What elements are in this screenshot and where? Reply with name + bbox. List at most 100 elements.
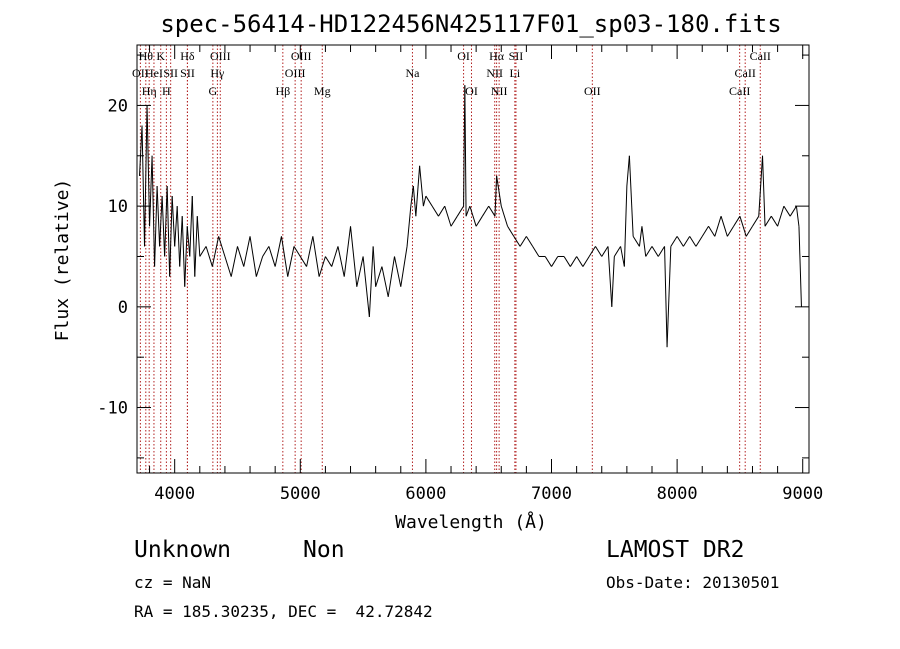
series-0-segment-106 [645,246,653,257]
series-0-segment-76 [488,205,496,217]
line-marker-label-26: CaII [735,66,756,80]
series-0-segment-6 [154,185,158,267]
series-0-segment-34 [262,246,270,257]
line-marker-label-24: OII [584,84,601,98]
series-0-segment-22 [194,216,198,277]
series-0-segment-124 [752,215,760,227]
series-0-segment-20 [189,196,193,257]
series-0-segment-119 [720,216,728,237]
line-marker-label-3: HeI [145,66,163,80]
series-0-segment-30 [237,246,245,267]
series-0-segment-130 [783,205,791,217]
series-0-segment-102 [628,155,634,237]
line-markers [139,45,761,473]
series-0-segment-100 [623,185,628,267]
line-marker-label-25: CaII [729,84,750,98]
series-0-segment-95 [601,246,609,257]
series-0-segment-9 [161,196,166,257]
line-marker-label-16: Na [405,66,420,80]
x-axis: 4000 5000 6000 7000 8000 9000 [149,45,823,504]
line-marker-label-1: Hθ [139,49,154,63]
series-0-segment-113 [682,236,691,247]
series-0-segment-65 [431,205,439,217]
line-marker-label-6: SII [163,66,178,80]
series-0-segment-112 [676,236,684,247]
series-0-segment-23 [196,216,201,257]
series-0-segment-31 [243,236,251,267]
series-0-segment-19 [186,226,191,257]
y-tick-label-3: 20 [108,96,128,116]
series-0-segment-68 [450,215,458,227]
series-0-segment-51 [368,246,374,317]
series-0-segment-74 [475,215,483,227]
series-0-segment-61 [415,165,421,217]
series-0-segment-73 [469,205,477,227]
series-0-segment-54 [381,266,389,297]
x-tick-label-0: 4000 [154,484,195,504]
series-0-segment-15 [176,206,181,267]
series-0-segment-18 [184,226,188,287]
series-0-segment-63 [422,195,427,207]
series-0-segment-93 [588,246,596,257]
spectrum-series [139,85,802,348]
line-marker-label-8: SII [180,66,195,80]
series-0-segment-105 [641,226,647,257]
series-0-segment-94 [595,246,603,257]
line-marker-label-18: OI [465,84,478,98]
series-0-segment-37 [280,236,289,277]
series-0-segment-48 [350,226,358,287]
series-0-segment-0 [139,125,143,176]
line-marker-label-13: OIII [285,66,306,80]
series-0-segment-115 [695,236,703,247]
x-tick-label-4: 8000 [657,484,698,504]
line-marker-label-9: G [209,84,218,98]
series-0-segment-14 [174,206,178,247]
series-0-segment-35 [268,246,276,267]
x-tick-label-2: 6000 [405,484,446,504]
line-marker-label-15: Mg [314,84,331,98]
series-0-segment-77 [494,175,498,217]
series-0-segment-1 [141,125,146,247]
line-marker-label-21: NII [491,84,508,98]
line-marker-label-23: SII [509,49,524,63]
series-0-segment-43 [318,256,326,277]
series-0-segment-122 [739,216,747,237]
x-axis-label: Wavelength (Å) [395,511,547,533]
series-0-segment-2 [144,105,148,247]
series-0-segment-118 [714,216,722,237]
series-0-segment-56 [394,256,402,287]
series-0-segment-69 [456,205,465,217]
series-0-segment-78 [496,175,502,207]
series-0-segment-25 [205,246,213,267]
survey-label: LAMOST DR2 [606,537,745,563]
series-0-segment-72 [465,205,471,217]
series-0-segment-26 [211,236,220,267]
series-0-segment-121 [733,215,741,227]
series-0-segment-24 [199,246,207,257]
series-0-segment-36 [274,236,282,267]
series-0-segment-49 [356,256,364,287]
line-marker-label-10: Hγ [210,66,225,80]
series-0-segment-28 [224,256,232,277]
line-marker-label-7: Hδ [180,49,195,63]
series-0-segment-86 [544,256,552,267]
line-marker-label-0: OII [132,66,149,80]
series-0-segment-101 [626,155,630,187]
series-0-segment-110 [666,246,672,348]
y-axis: -10 0 10 20 [97,54,809,459]
series-0-segment-91 [576,256,584,267]
series-0-segment-99 [620,246,625,267]
series-0-segment-52 [372,246,377,287]
series-0-segment-13 [171,196,176,247]
series-0-segment-57 [400,246,408,287]
series-0-segment-104 [638,226,643,247]
series-0-segment-27 [218,236,226,257]
series-0-segment-103 [632,236,640,247]
series-0-segment-62 [419,165,424,207]
line-marker-label-14: OIII [291,49,312,63]
series-0-segment-8 [159,196,163,247]
series-0-segment-39 [293,246,301,257]
series-0-segment-107 [651,246,659,257]
line-marker-label-5: H [162,84,171,98]
